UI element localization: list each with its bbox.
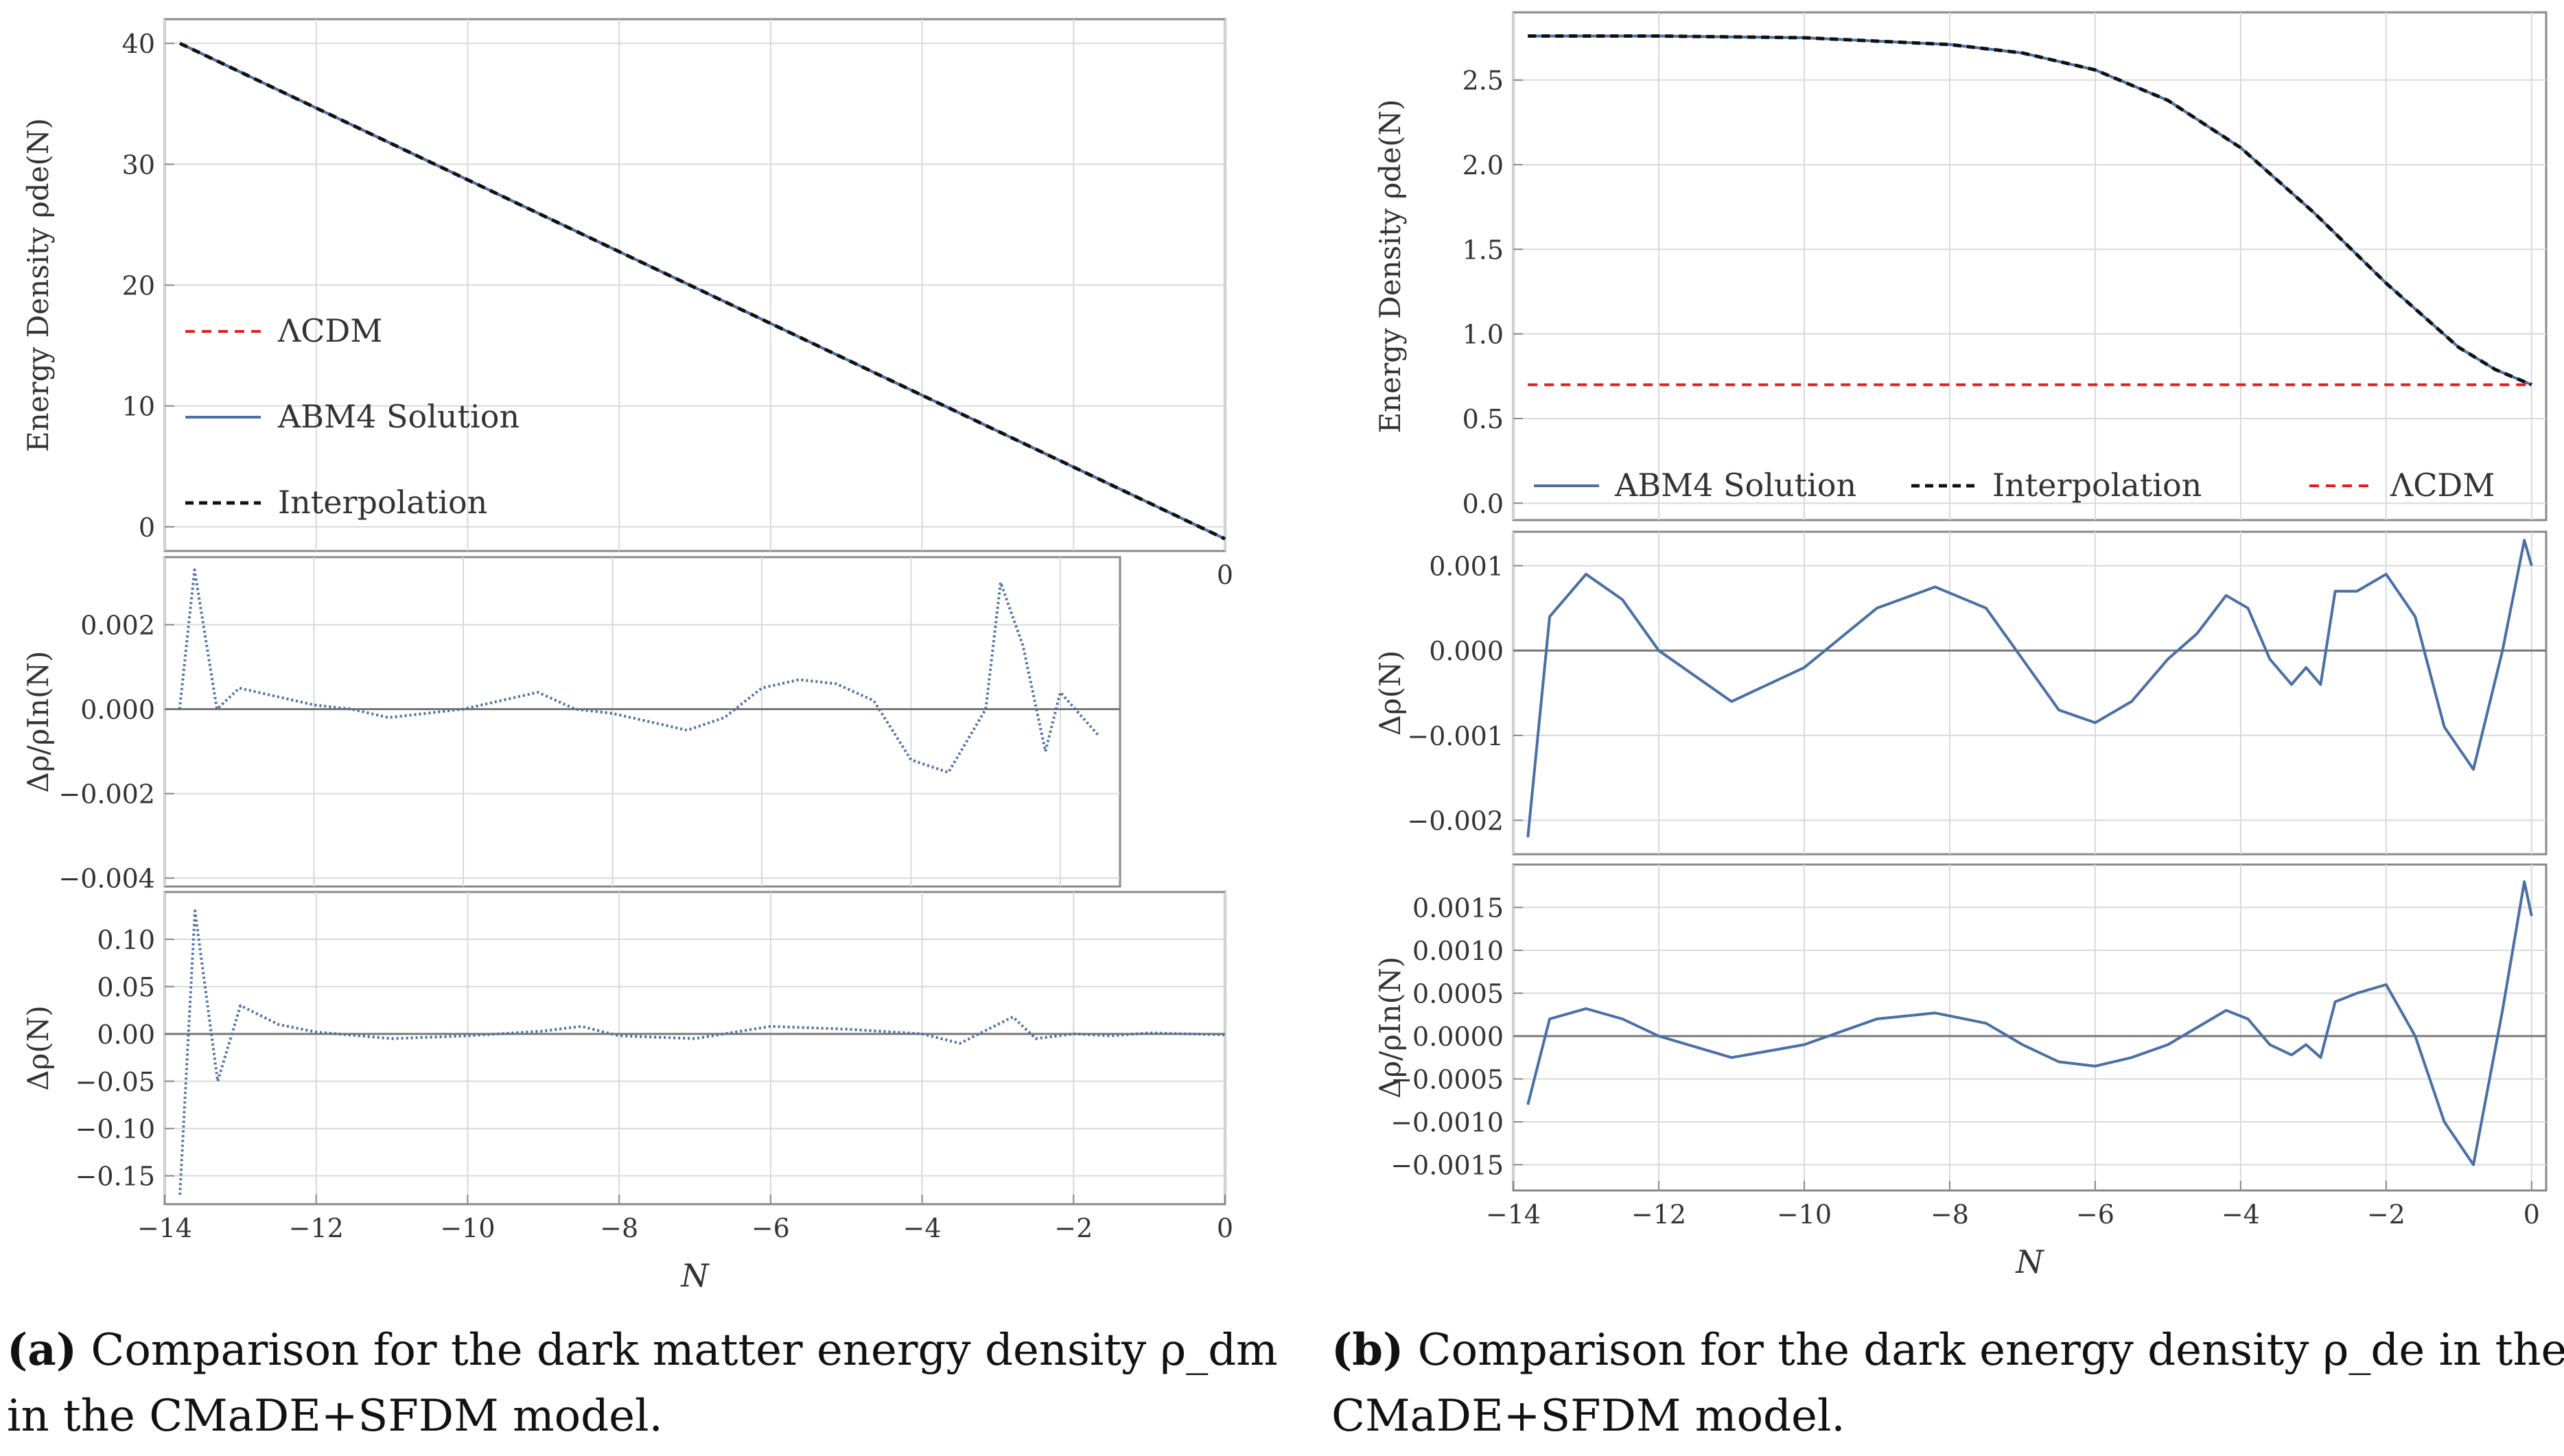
ytick-label: 0.0005 — [1412, 979, 1504, 1009]
ytick-label: 0.002 — [80, 610, 155, 640]
chart-a-bot: −0.15 −0.10 −0.05 0.00 0.05 0.10 −14 −12 −10 −8 −6… — [21, 891, 1233, 1294]
ytick-label: 10 — [122, 392, 155, 422]
chart-b-top: 0.0 0.5 1.0 1.5 2.0 2.5 Energy Density ρde(N) A… — [1373, 11, 2548, 521]
ytick-label: 1.0 — [1462, 320, 1504, 350]
series-line-interpolation — [1528, 34, 2532, 387]
ytick-label: 0.001 — [1429, 551, 1504, 581]
chart-b-mid: −0.002 −0.001 0.000 0.001 Δρ(N) — [1373, 530, 2548, 856]
xtick-label: −8 — [1931, 1199, 1969, 1230]
legend-label: ΛCDM — [2390, 467, 2495, 504]
xtick-label: −10 — [440, 1213, 495, 1243]
caption-b-tag: (b) — [1331, 1324, 1404, 1376]
xtick-label: −8 — [600, 1213, 638, 1243]
plot-frame-b-bot — [1512, 863, 2548, 1192]
ytick-label: −0.0005 — [1390, 1065, 1504, 1095]
xtick-label: −12 — [1631, 1199, 1686, 1230]
ytick-label: 0.10 — [97, 925, 155, 955]
ytick-label: −0.10 — [75, 1114, 155, 1144]
xtick-label: −6 — [2076, 1199, 2114, 1230]
ytick-label: −0.0010 — [1390, 1107, 1504, 1138]
y-axis-label: Δρ/ρIn(N) — [21, 650, 55, 792]
xtick-label: −14 — [1486, 1199, 1541, 1230]
series-line-abm4-solution — [1526, 539, 2533, 838]
xtick-label: −2 — [2367, 1199, 2405, 1230]
ytick-label: 0.0010 — [1412, 936, 1504, 966]
ytick-label: 0 — [139, 513, 155, 543]
ytick-label: 0.0000 — [1412, 1022, 1504, 1052]
ytick-label: −0.004 — [58, 864, 155, 894]
caption-a: (a) Comparison for the dark matter energ… — [7, 1317, 1278, 1449]
y-axis-label: Δρ/ρIn(N) — [1373, 956, 1407, 1099]
ytick-label: 0.000 — [80, 695, 155, 725]
chart-a-top: 0 10 20 30 40 0 Energy Density ρde(N) ΛCDM ABM4 … — [21, 18, 1233, 590]
xtick-label: −10 — [1777, 1199, 1832, 1230]
series-line-interpolation — [179, 41, 1226, 541]
ytick-label: −0.002 — [58, 779, 155, 810]
ytick-label: 0.0 — [1462, 489, 1504, 519]
caption-a-line1: Comparison for the dark matter energy de… — [91, 1325, 1278, 1376]
chart-a-mid: −0.004 −0.002 0.000 0.002 Δρ/ρIn(N) — [21, 556, 1121, 894]
x-axis-label: N — [2015, 1243, 2044, 1280]
xtick-label: −6 — [751, 1213, 790, 1243]
xtick-label: −4 — [903, 1213, 942, 1243]
series-line-abm4-solution — [1526, 880, 2533, 1166]
caption-a-tag: (a) — [7, 1324, 78, 1376]
x-axis-label: N — [680, 1257, 710, 1294]
ytick-label: −0.15 — [75, 1162, 155, 1192]
y-axis-label: Energy Density ρde(N) — [1373, 99, 1407, 433]
ytick-label: −0.001 — [1407, 721, 1504, 751]
y-axis-label: Energy Density ρde(N) — [21, 118, 55, 452]
legend-label: ΛCDM — [277, 312, 382, 349]
plot-frame-b-mid — [1512, 530, 2548, 856]
chart-b-bot: −0.0015 −0.0010 −0.0005 0.0000 0.0005 0.0010 0… — [1373, 863, 2548, 1280]
ytick-label: 30 — [122, 150, 155, 180]
legend-label: ABM4 Solution — [1614, 467, 1856, 504]
ytick-label: 20 — [122, 271, 155, 301]
ytick-label: −0.0015 — [1390, 1151, 1504, 1181]
ytick-label: 0.000 — [1429, 636, 1504, 666]
caption-b: (b) Comparison for the dark energy densi… — [1331, 1317, 2564, 1449]
ytick-label: 2.5 — [1462, 66, 1504, 96]
xtick-label: −12 — [289, 1213, 344, 1243]
legend-label: ABM4 Solution — [277, 398, 520, 435]
xtick-label: 0 — [2524, 1199, 2540, 1230]
ytick-label: 0.5 — [1462, 404, 1504, 434]
caption-b-line1: Comparison for the dark energy density ρ… — [1417, 1325, 2564, 1376]
ytick-label: −0.002 — [1407, 806, 1504, 836]
ytick-label: 40 — [122, 29, 155, 59]
xtick-label: 0 — [1217, 1213, 1233, 1243]
xtick-label: −14 — [137, 1213, 192, 1243]
ytick-label: 0.05 — [97, 972, 155, 1002]
ytick-label: 0.00 — [97, 1020, 155, 1050]
plot-frame-a-bot — [163, 891, 1226, 1206]
xtick-label: −4 — [2222, 1199, 2260, 1230]
legend-label: Interpolation — [1992, 467, 2202, 504]
xtick-label: −2 — [1054, 1213, 1093, 1243]
caption-a-line2: in the CMaDE+SFDM model. — [7, 1391, 663, 1442]
y-axis-label: Δρ(N) — [21, 1005, 55, 1091]
xtick-label: 0 — [1217, 560, 1233, 590]
ytick-label: −0.05 — [75, 1067, 155, 1097]
y-axis-label: Δρ(N) — [1373, 650, 1407, 736]
ytick-label: 2.0 — [1462, 150, 1504, 180]
plot-frame-b-top — [1512, 11, 2548, 521]
ytick-label: 0.0015 — [1412, 893, 1504, 924]
series-line-abm4-solution — [178, 909, 1226, 1195]
caption-b-line2: CMaDE+SFDM model. — [1331, 1391, 1845, 1442]
ytick-label: 1.5 — [1462, 235, 1504, 265]
legend-label: Interpolation — [278, 484, 487, 521]
plot-frame-a-mid — [163, 556, 1121, 888]
